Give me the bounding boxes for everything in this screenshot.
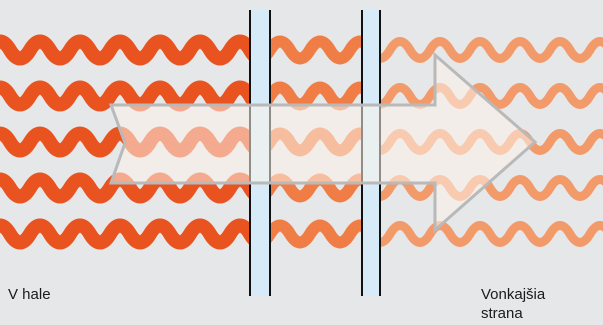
inside-label: V hale: [8, 286, 51, 303]
middle-wave-5: [270, 219, 362, 249]
outside-wave-5: [380, 221, 603, 247]
heat-flow-arrow: [108, 51, 538, 234]
outside-label: Vonkajšia strana: [481, 286, 546, 322]
outside-wave-2: [380, 83, 603, 109]
outside-wave-1: [380, 37, 603, 63]
inside-wave-5: [0, 218, 250, 250]
inside-wave-4: [0, 172, 250, 204]
middle-wave-2: [270, 81, 362, 111]
inside-heat-waves: [0, 34, 250, 250]
middle-wave-4: [270, 173, 362, 203]
inside-wave-3: [0, 126, 250, 158]
inside-wave-2: [0, 80, 250, 112]
outside-wave-4: [380, 175, 603, 201]
middle-wave-1: [270, 35, 362, 65]
inside-wave-1: [0, 34, 250, 66]
